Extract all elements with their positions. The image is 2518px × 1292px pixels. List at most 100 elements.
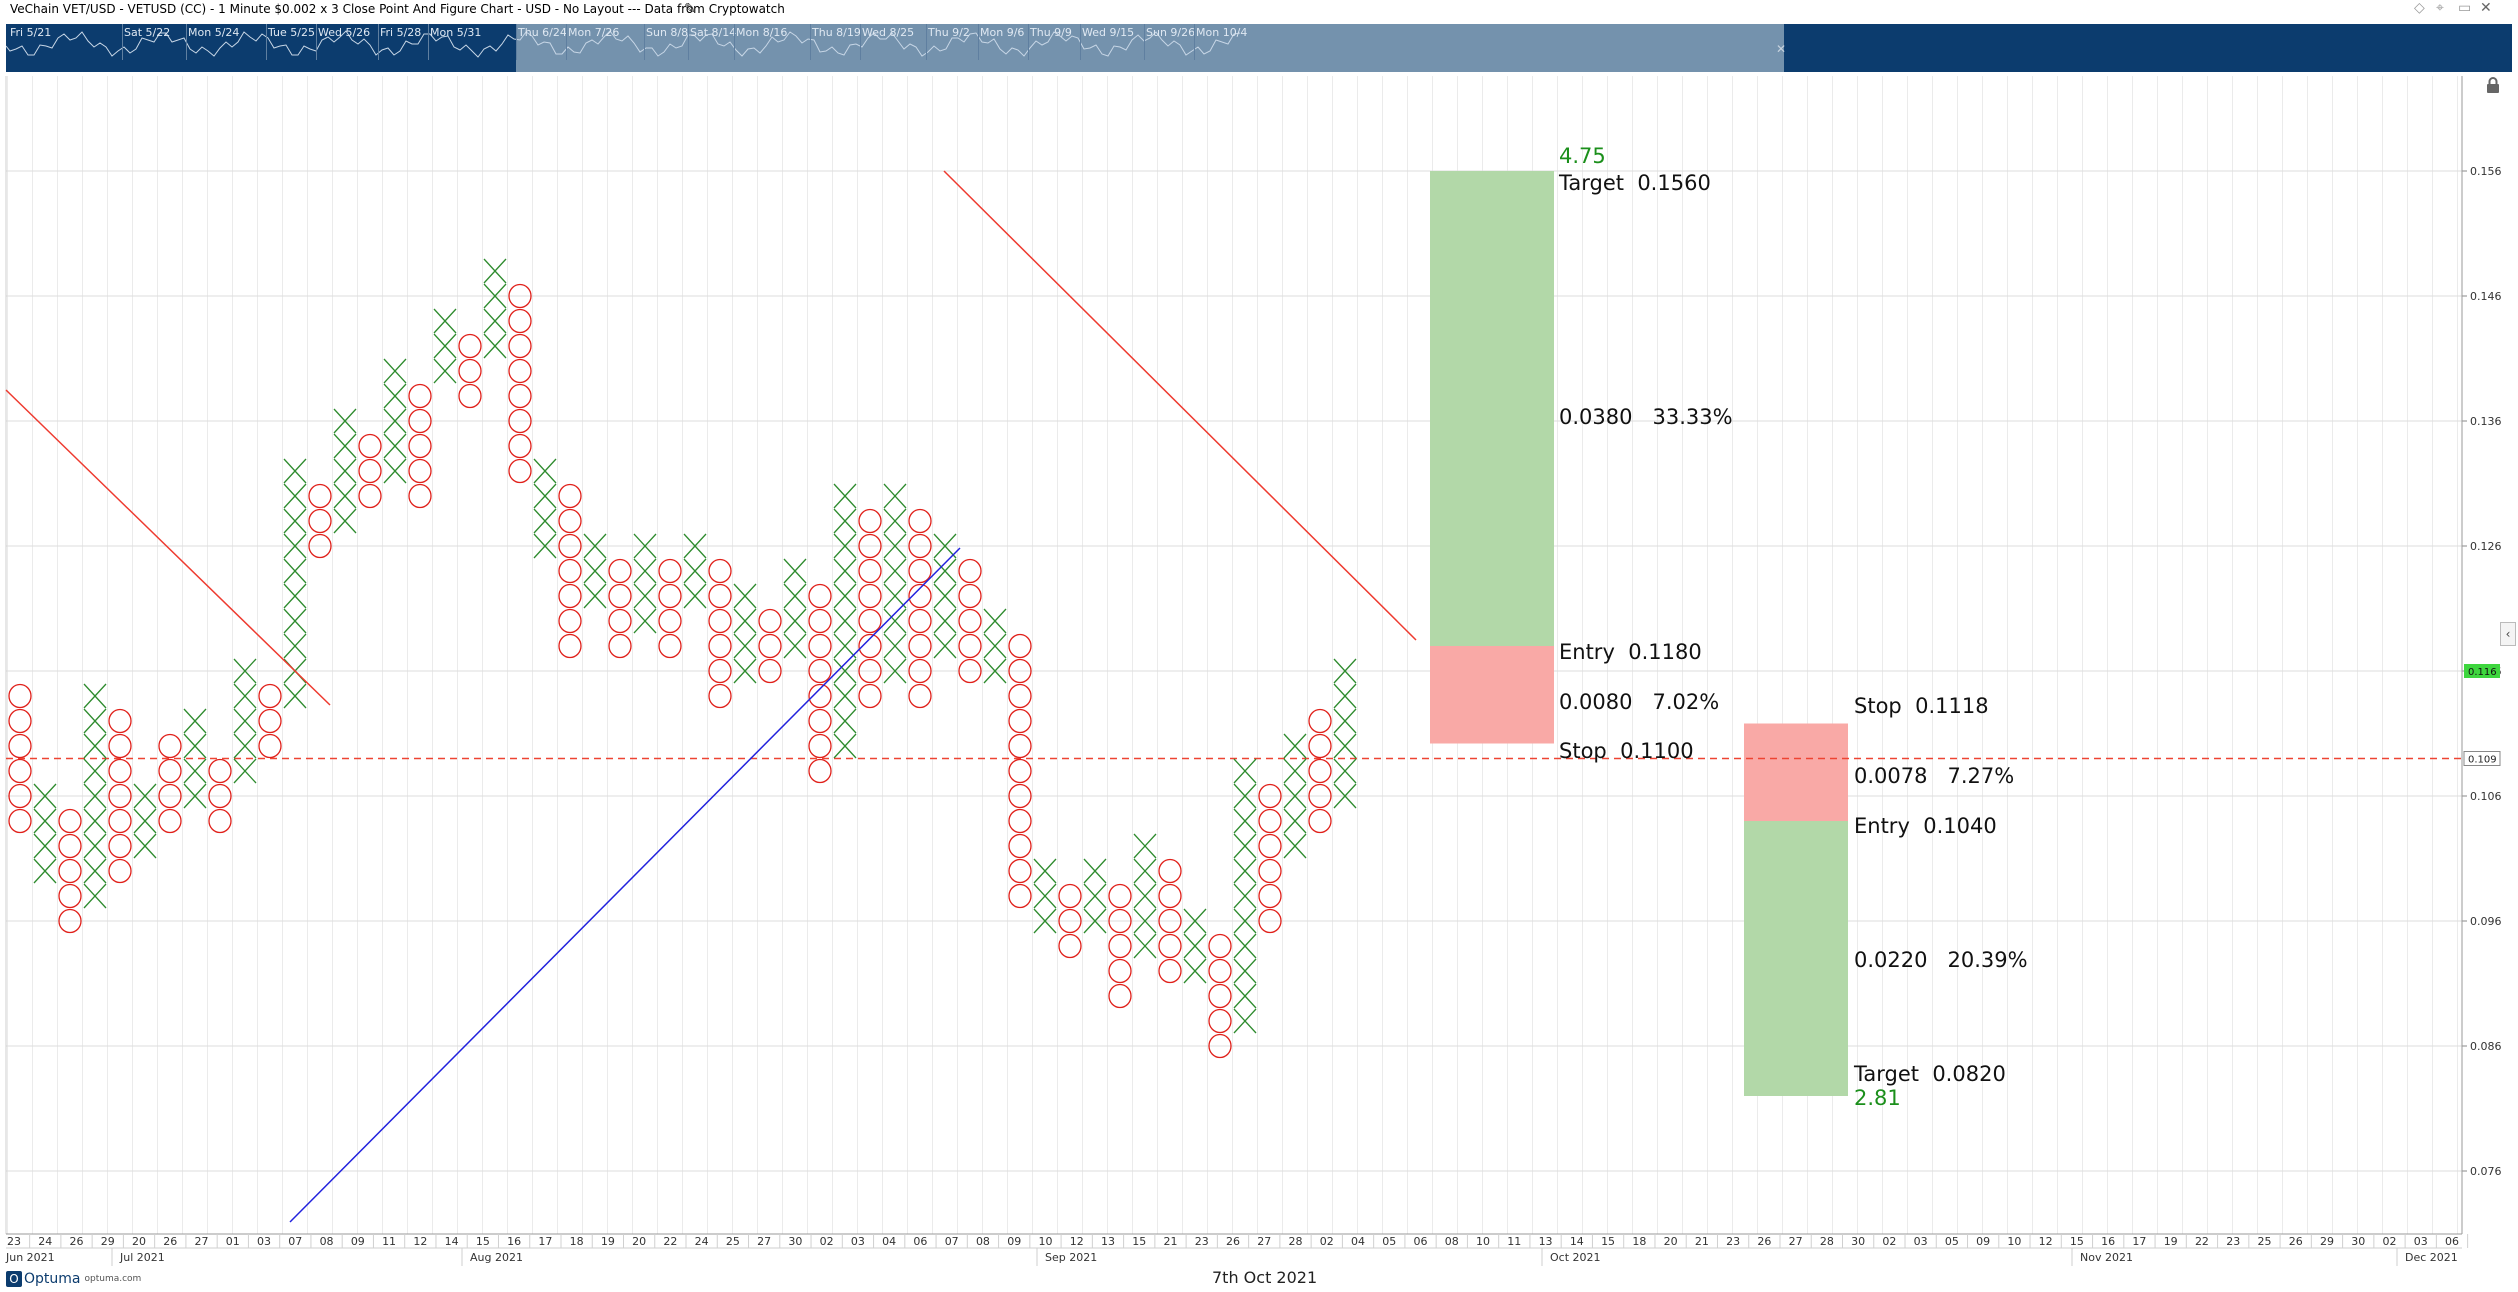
x-mark: [833, 483, 857, 509]
x-mark: [883, 583, 907, 609]
x-mark: [933, 558, 957, 584]
optuma-logo: O Optuma optuma.com: [6, 1268, 141, 1288]
o-mark: [358, 483, 382, 509]
x-tick-label: 22: [2195, 1235, 2209, 1248]
o-mark: [1058, 883, 1082, 909]
navigator-divider: [378, 24, 379, 60]
x-column: [1283, 733, 1307, 859]
x-mark: [283, 558, 307, 584]
x-tick-label: 23: [1195, 1235, 1209, 1248]
navigator-divider: [122, 24, 123, 60]
x-mark: [383, 358, 407, 384]
x-tick-label: 20: [1664, 1235, 1678, 1248]
navigator-strip[interactable]: Fri 5/21 Sat 5/22 Mon 5/24 Tue 5/25 Wed 5/26…: [6, 24, 2512, 72]
x-mark: [383, 433, 407, 459]
restore-icon[interactable]: ◇: [2414, 0, 2425, 16]
x-tick-label: 17: [538, 1235, 552, 1248]
o-mark: [1208, 958, 1232, 984]
x-mark: [483, 308, 507, 334]
navigator-window[interactable]: [516, 24, 1784, 72]
x-mark: [733, 583, 757, 609]
x-month-label: Dec 2021: [2405, 1251, 2458, 1264]
x-mark: [1083, 883, 1107, 909]
x-column: [333, 408, 357, 534]
o-mark: [808, 733, 832, 759]
x-tick-label: 30: [788, 1235, 802, 1248]
x-mark: [833, 658, 857, 684]
o-mark: [858, 533, 882, 559]
float-icon[interactable]: ▭: [2458, 0, 2472, 16]
navigator-date-label: Sun 9/26: [1146, 26, 1196, 39]
o-mark: [508, 458, 532, 484]
o-column: [508, 283, 532, 484]
o-mark: [1008, 708, 1032, 734]
o-mark: [258, 683, 282, 709]
x-mark: [1233, 858, 1257, 884]
o-mark: [358, 433, 382, 459]
x-tick-label: 05: [1945, 1235, 1959, 1248]
x-mark: [883, 508, 907, 534]
x-tick-label: 27: [757, 1235, 771, 1248]
o-mark: [158, 758, 182, 784]
x-tick-label: 06: [1414, 1235, 1428, 1248]
lock-icon[interactable]: [2484, 76, 2502, 94]
o-mark: [708, 608, 732, 634]
x-mark: [283, 508, 307, 534]
o-mark: [708, 633, 732, 659]
o-mark: [158, 808, 182, 834]
x-column: [1183, 908, 1207, 984]
x-tick-label: 01: [226, 1235, 240, 1248]
o-mark: [708, 558, 732, 584]
edit-pencil-icon[interactable]: ✎: [684, 1, 696, 17]
o-mark: [1108, 933, 1132, 959]
o-mark: [58, 833, 82, 859]
x-tick-label: 19: [601, 1235, 615, 1248]
o-mark: [1258, 833, 1282, 859]
navigator-divider: [1144, 24, 1145, 60]
x-tick-label: 26: [1226, 1235, 1240, 1248]
short-risk-label: 0.0078 7.27%: [1854, 764, 2014, 788]
x-tick-label: 09: [1007, 1235, 1021, 1248]
o-column: [708, 558, 732, 709]
o-mark: [1158, 908, 1182, 934]
x-tick-label: 02: [2382, 1235, 2396, 1248]
o-mark: [158, 733, 182, 759]
navigator-date-label: Sat 5/22: [124, 26, 171, 39]
x-tick-label: 03: [1914, 1235, 1928, 1248]
o-mark: [858, 633, 882, 659]
o-mark: [808, 683, 832, 709]
x-mark: [333, 508, 357, 534]
o-column: [808, 583, 832, 784]
x-mark: [383, 458, 407, 484]
close-icon[interactable]: ✕: [2480, 0, 2492, 16]
navigator-divider: [516, 24, 517, 60]
o-column: [608, 558, 632, 659]
x-mark: [233, 658, 257, 684]
x-mark: [1283, 808, 1307, 834]
o-mark: [1208, 933, 1232, 959]
x-mark: [183, 733, 207, 759]
x-tick-label: 16: [2101, 1235, 2115, 1248]
long-stop-label: Stop 0.1100: [1559, 739, 1694, 763]
x-mark: [283, 683, 307, 709]
navigator-handle-icon[interactable]: ✕: [1776, 42, 1787, 56]
collapse-panel-icon[interactable]: ‹: [2500, 622, 2516, 646]
x-tick-label: 08: [320, 1235, 334, 1248]
navigator-divider: [1028, 24, 1029, 60]
x-mark: [833, 583, 857, 609]
x-mark: [1233, 908, 1257, 934]
pin-icon[interactable]: ⌖: [2436, 0, 2444, 16]
navigator-date-label: Mon 7/26: [568, 26, 620, 39]
o-mark: [808, 758, 832, 784]
x-mark: [183, 708, 207, 734]
x-mark: [1033, 858, 1057, 884]
x-tick-label: 15: [476, 1235, 490, 1248]
navigator-divider: [926, 24, 927, 60]
x-mark: [1033, 883, 1057, 909]
x-tick-label: 10: [2007, 1235, 2021, 1248]
o-mark: [508, 408, 532, 434]
x-tick-label: 27: [195, 1235, 209, 1248]
o-column: [658, 558, 682, 659]
o-mark: [908, 608, 932, 634]
